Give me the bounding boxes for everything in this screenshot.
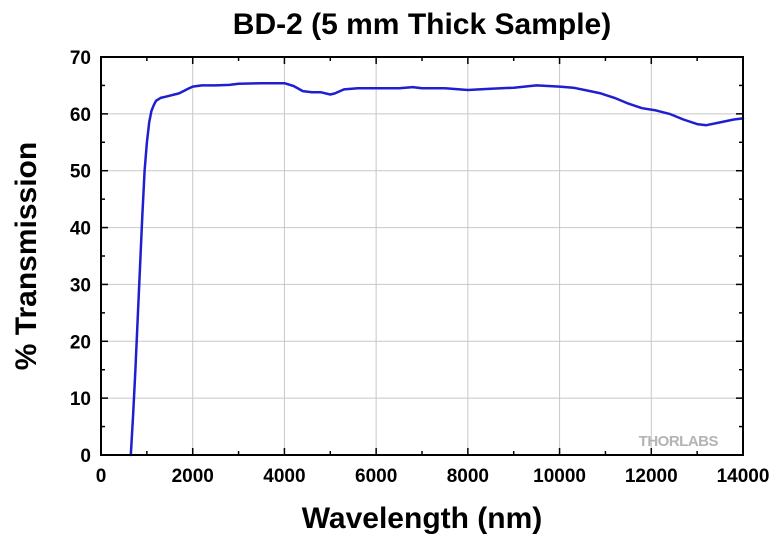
y-tick-label: 70	[70, 48, 91, 69]
x-tick-label: 14000	[717, 466, 770, 487]
y-tick-label: 10	[70, 389, 91, 410]
series-line-transmission	[129, 81, 745, 457]
y-axis-label: % Transmission	[10, 142, 43, 370]
x-tick-label: 6000	[355, 466, 397, 487]
y-tick-label: 30	[70, 275, 91, 296]
plot-frame	[100, 56, 744, 456]
y-tick-label: 60	[70, 105, 91, 126]
x-tick-label: 10000	[533, 466, 586, 487]
y-tick-label: 20	[70, 332, 91, 353]
tick-labels: 0 2000 4000 6000 8000 10000 12000 14000 0 10 20 30 4…	[70, 48, 770, 487]
x-tick-label: 4000	[263, 466, 305, 487]
axis-ticks	[100, 56, 744, 456]
y-tick-label: 40	[70, 219, 91, 240]
x-tick-label: 0	[96, 466, 107, 487]
x-tick-label: 2000	[172, 466, 214, 487]
x-tick-label: 8000	[447, 466, 489, 487]
y-tick-label: 0	[80, 446, 91, 467]
grid-lines	[101, 57, 743, 455]
x-tick-label: 12000	[625, 466, 678, 487]
y-tick-label: 50	[70, 162, 91, 183]
watermark-layer: THORLABS	[639, 433, 719, 450]
chart-title: BD-2 (5 mm Thick Sample)	[233, 8, 611, 41]
x-axis-label: Wavelength (nm)	[302, 502, 543, 535]
thorlabs-watermark: THORLABS	[639, 433, 719, 450]
series-layer	[129, 81, 745, 457]
